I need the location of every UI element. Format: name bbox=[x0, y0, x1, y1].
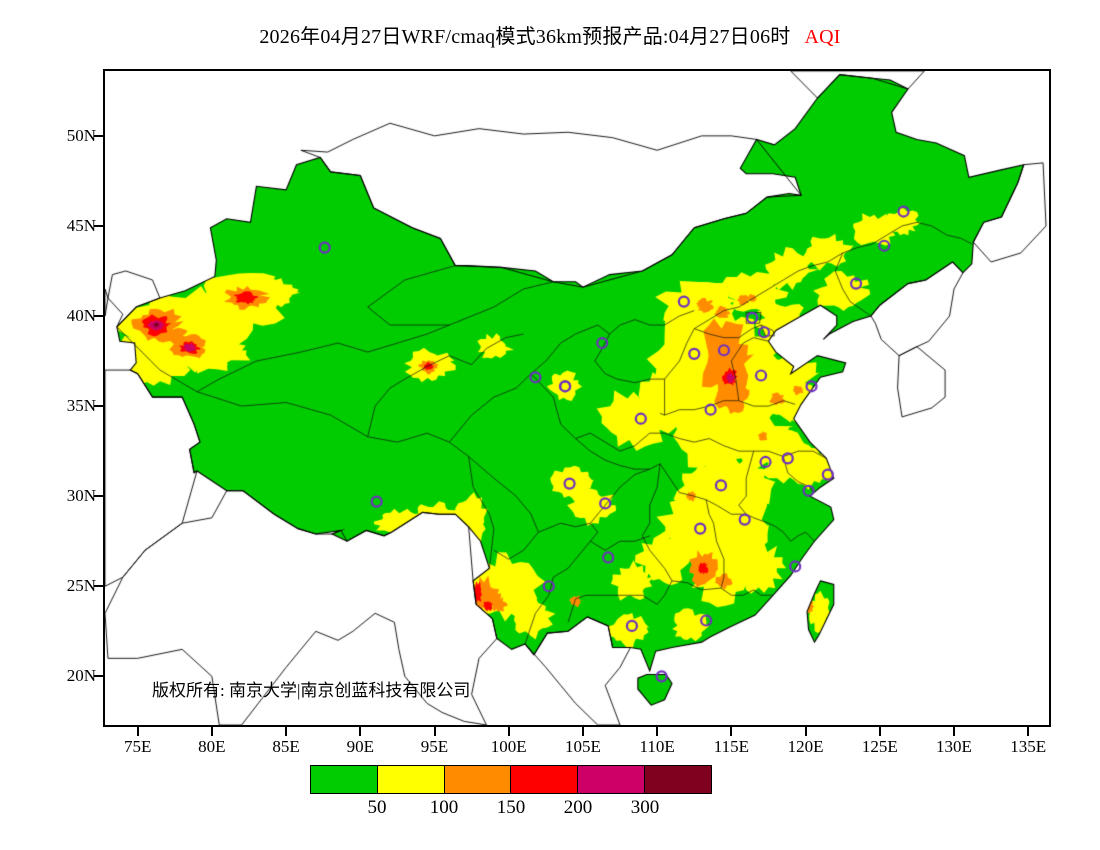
y-axis-tick bbox=[94, 495, 103, 498]
x-axis-tick bbox=[210, 727, 213, 736]
x-axis-tick bbox=[804, 727, 807, 736]
y-axis-tick bbox=[94, 134, 103, 137]
y-axis-label: 35N bbox=[66, 396, 96, 416]
aqi-colorbar-ticks: 50 100 150 200 300 bbox=[310, 795, 712, 819]
y-axis-tick bbox=[94, 675, 103, 678]
copyright-notice: 版权所有: 南京大学|南京创蓝科技有限公司 bbox=[152, 681, 471, 700]
colorbar-tick-label: 150 bbox=[496, 797, 526, 818]
x-axis-tick bbox=[878, 727, 881, 736]
colorbar-tick-label: 50 bbox=[367, 797, 387, 818]
x-axis-label: 120E bbox=[787, 737, 824, 756]
y-axis-label: 30N bbox=[66, 486, 96, 506]
y-axis-tick bbox=[94, 405, 103, 408]
y-axis-label: 50N bbox=[66, 125, 96, 145]
colorbar-tick-label: 200 bbox=[563, 797, 593, 818]
x-axis-label: 110E bbox=[639, 737, 675, 756]
aqi-colorbar bbox=[310, 765, 712, 794]
colorbar-segment-300 bbox=[645, 766, 711, 793]
y-axis-tick bbox=[94, 315, 103, 318]
x-axis-label: 85E bbox=[272, 737, 300, 756]
map-plot-area bbox=[103, 69, 1051, 727]
x-axis-label: 100E bbox=[490, 737, 527, 756]
x-axis-tick bbox=[730, 727, 733, 736]
colorbar-segment-50 bbox=[377, 766, 445, 793]
title-variable-label: AQI bbox=[804, 26, 841, 48]
y-axis-tick bbox=[94, 585, 103, 588]
x-axis-label: 95E bbox=[420, 737, 449, 756]
y-axis-label: 45N bbox=[66, 215, 96, 235]
y-axis-label: 40N bbox=[66, 306, 96, 326]
x-axis-tick bbox=[581, 727, 584, 736]
x-axis-tick bbox=[433, 727, 436, 736]
x-axis-tick bbox=[507, 727, 510, 736]
aqi-heatmap-canvas bbox=[105, 71, 1049, 725]
x-axis-label: 135E bbox=[1010, 737, 1047, 756]
x-axis-label: 80E bbox=[198, 737, 226, 756]
colorbar-segment-0 bbox=[311, 766, 378, 793]
colorbar-segment-150 bbox=[511, 766, 579, 793]
y-axis-label: 20N bbox=[66, 666, 96, 686]
x-axis-label: 75E bbox=[123, 737, 152, 756]
x-axis-tick bbox=[656, 727, 659, 736]
x-axis-label: 125E bbox=[861, 737, 898, 756]
x-axis-tick bbox=[136, 727, 139, 736]
title-main-text: 2026年04月27日WRF/cmaq模式36km预报产品:04月27日06时 bbox=[259, 26, 791, 48]
page-title: 2026年04月27日WRF/cmaq模式36km预报产品:04月27日06时 A… bbox=[0, 20, 1100, 49]
x-axis-label: 105E bbox=[564, 737, 601, 756]
x-axis-tick bbox=[359, 727, 362, 736]
colorbar-tick-label: 300 bbox=[630, 797, 660, 818]
x-axis-tick bbox=[953, 727, 955, 736]
x-axis-label: 130E bbox=[936, 737, 972, 756]
colorbar-segment-100 bbox=[444, 766, 512, 793]
x-axis-tick bbox=[1027, 727, 1030, 736]
colorbar-tick-label: 100 bbox=[429, 797, 459, 818]
y-axis-label: 25N bbox=[66, 576, 96, 596]
x-axis-tick bbox=[285, 727, 288, 736]
colorbar-segment-200 bbox=[578, 766, 646, 793]
x-axis-label: 90E bbox=[346, 737, 374, 756]
y-axis-tick bbox=[94, 224, 103, 227]
x-axis-label: 115E bbox=[713, 737, 749, 756]
